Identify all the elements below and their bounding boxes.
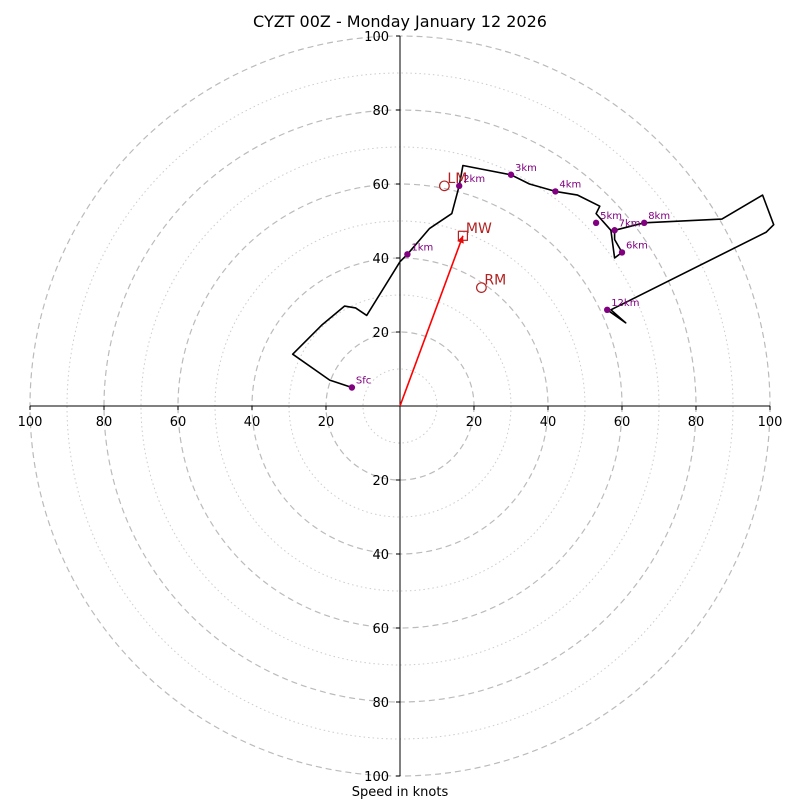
storm-motion-rm-marker (476, 282, 487, 294)
storm-motion-rm-label: RM (484, 273, 506, 289)
mean-wind-arrowhead (457, 235, 464, 244)
tick-label-y-pos: 100 (364, 30, 389, 45)
tick-label-y-pos: 60 (372, 178, 389, 193)
tick-label-x-pos: 60 (614, 415, 631, 430)
storm-motion-lm-marker (439, 180, 450, 192)
tick-label-x-neg: 20 (318, 415, 335, 430)
height-label-6km: 6km (626, 240, 648, 251)
tick-label-y-pos: 40 (372, 252, 389, 267)
storm-motion-group: LM MW RM (439, 171, 506, 294)
tick-label-y-neg: 40 (372, 548, 389, 563)
height-label-4km: 4km (559, 179, 581, 190)
height-label-12km: 12km (611, 298, 639, 309)
tick-label-x-neg: 100 (18, 415, 43, 430)
tick-label-y-neg: 20 (372, 474, 389, 489)
mean-wind-vector-group (399, 235, 464, 407)
height-marker-12km (604, 306, 611, 313)
storm-motion-mw-marker (457, 230, 468, 241)
height-label-5km: 5km (600, 211, 622, 222)
height-marker-3km (507, 171, 515, 178)
tick-label-x-pos: 20 (466, 415, 483, 430)
tick-label-x-pos: 40 (540, 415, 557, 430)
height-marker-7km (611, 227, 618, 234)
hodograph-trace-group (291, 164, 775, 389)
height-label-3km: 3km (515, 163, 537, 174)
tick-label-y-neg: 100 (364, 770, 389, 785)
height-marker-5km (592, 219, 600, 227)
tick-label-y-neg: 80 (372, 696, 389, 711)
height-label-sfc: Sfc (356, 376, 371, 387)
height-marker-2km (456, 182, 463, 190)
chart-title: CYZT 00Z - Monday January 12 2026 (253, 12, 547, 31)
height-label-8km: 8km (648, 211, 670, 222)
tick-label-x-pos: 100 (758, 415, 783, 430)
tick-label-x-neg: 40 (244, 415, 261, 430)
height-label-7km: 7km (619, 218, 641, 229)
tick-label-y-pos: 80 (372, 104, 389, 119)
mean-wind-vector (399, 235, 464, 407)
height-label-1km: 1km (411, 242, 433, 253)
height-marker-4km (552, 188, 559, 195)
height-marker-group: Sfc 1km 2km 3km 4km 5km 6km 7km 8km 12km (348, 163, 670, 391)
x-axis-label: Speed in knots (352, 785, 449, 800)
height-marker-8km (641, 219, 648, 227)
tick-label-x-pos: 80 (688, 415, 705, 430)
storm-motion-mw-label: MW (466, 221, 492, 237)
axis-ticks: 20 20 20 20 40 40 40 40 60 60 60 60 80 80 80 80 100 100 10… (18, 30, 783, 785)
height-marker-6km (618, 249, 626, 256)
tick-label-x-neg: 60 (170, 415, 187, 430)
tick-label-y-pos: 20 (372, 326, 389, 341)
height-marker-1km (404, 251, 411, 258)
height-marker-sfc (348, 384, 356, 391)
hodograph-trace (291, 164, 775, 389)
height-label-2km: 2km (463, 174, 485, 185)
tick-label-y-neg: 60 (372, 622, 389, 637)
tick-label-x-neg: 80 (96, 415, 113, 430)
storm-motion-lm-label: LM (447, 171, 467, 187)
